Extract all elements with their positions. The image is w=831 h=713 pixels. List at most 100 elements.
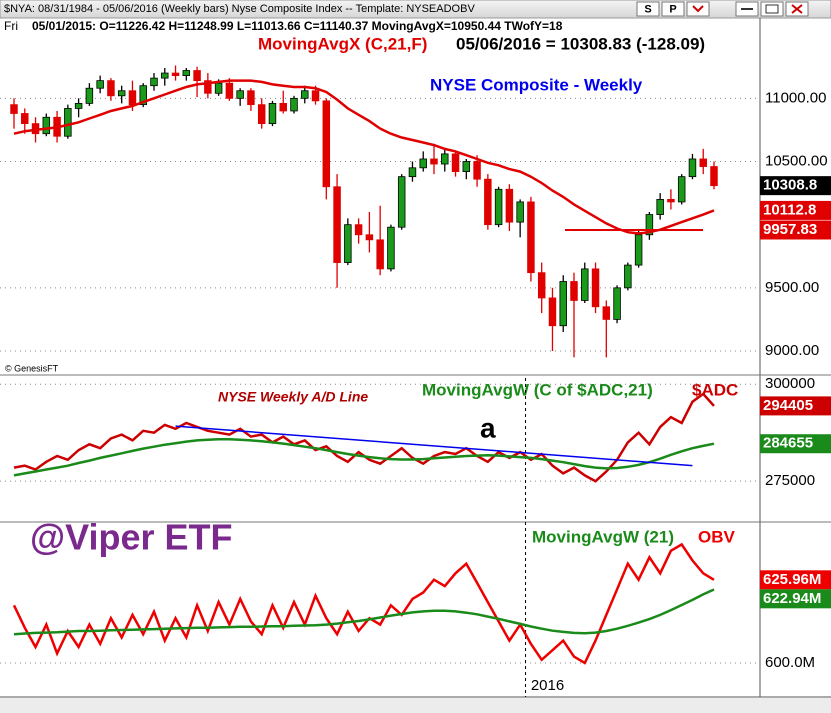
symbol-line: $NYA: 08/31/1984 - 05/06/2016 (Weekly ba… — [4, 3, 475, 15]
series-line — [12, 542, 715, 665]
footer-strip — [0, 698, 831, 713]
y-tick-label: 300000 — [765, 375, 815, 392]
candle-body — [699, 158, 707, 167]
candle-body — [85, 87, 94, 104]
candle-body — [688, 158, 697, 178]
value-badge — [760, 434, 831, 454]
candle-body — [21, 113, 29, 124]
candle-body — [677, 176, 686, 203]
candle-body — [451, 153, 460, 173]
candle-body — [548, 297, 557, 327]
candle-body — [591, 268, 600, 308]
candle-body — [559, 281, 567, 327]
y-tick-label: 9500.00 — [765, 279, 819, 296]
toolbar-button[interactable] — [661, 1, 685, 17]
candle-body — [10, 104, 18, 114]
obv-legend: OBV — [698, 527, 736, 546]
candle-body — [290, 97, 298, 112]
annotation: a — [480, 412, 496, 443]
candle-body — [365, 234, 374, 241]
candle-body — [333, 186, 341, 263]
candle-body — [354, 224, 363, 236]
candle-body — [301, 90, 309, 99]
candle-body — [236, 90, 244, 99]
candle-body — [516, 201, 524, 223]
y-tick-label: 600.0M — [765, 654, 815, 671]
y-tick-label: 11000.00 — [765, 89, 826, 106]
series-line — [13, 588, 715, 636]
toolbar-button[interactable] — [686, 1, 710, 17]
chart-title: NYSE Composite - Weekly — [430, 75, 643, 94]
candle-body — [279, 102, 287, 112]
candle-body — [193, 70, 201, 82]
toolbar-icon — [765, 4, 779, 14]
candle-body — [139, 85, 147, 106]
candle-body — [419, 158, 427, 169]
candle-body — [473, 161, 481, 180]
candle-body — [182, 70, 191, 76]
candle-body — [257, 104, 266, 124]
candle-body — [441, 153, 449, 165]
value-badge — [760, 396, 831, 416]
toolbar-button[interactable] — [760, 1, 784, 17]
watermark: @Viper ETF — [30, 517, 232, 558]
credit: © GenesisFT — [5, 363, 59, 373]
value-badge-label: 284655 — [763, 435, 813, 452]
info-day: Fri — [4, 19, 18, 33]
candle-body — [430, 158, 438, 165]
info-line: 05/01/2015: O=11226.42 H=11248.99 L=1101… — [32, 19, 563, 33]
series-line — [13, 438, 715, 477]
candle-body — [624, 264, 632, 289]
candle-body — [214, 82, 223, 94]
y-tick-label: 275000 — [765, 472, 815, 489]
header-bar — [0, 0, 831, 19]
value-badge-label: 622.94M — [763, 590, 821, 607]
candle-body — [150, 77, 158, 87]
candle-body — [537, 272, 546, 299]
button-label: S — [644, 3, 651, 15]
candle-body — [268, 102, 277, 124]
candle-body — [581, 268, 589, 301]
ad-ma-legend: MovingAvgW (C of $ADC,21) — [422, 380, 653, 399]
candle-body — [397, 176, 406, 228]
candle-body — [602, 306, 611, 320]
candle-body — [171, 72, 180, 76]
button-label: P — [669, 3, 676, 15]
candle-body — [107, 80, 115, 97]
candle-body — [74, 102, 83, 109]
y-tick-label: 9000.00 — [765, 342, 819, 359]
candle-body — [408, 167, 417, 178]
value-badge — [760, 176, 831, 196]
value-badge — [760, 200, 831, 220]
candle-body — [656, 198, 664, 215]
candle-body — [225, 82, 234, 99]
toolbar: S P — [636, 1, 809, 17]
candle-body — [117, 90, 126, 97]
value-badge — [760, 220, 831, 240]
toolbar-button[interactable] — [636, 1, 660, 17]
series-line — [13, 79, 715, 235]
candle-body — [634, 234, 643, 266]
ma-legend: MovingAvgX (C,21,F) — [258, 34, 427, 53]
candle-body — [484, 178, 492, 226]
candle-body — [204, 80, 212, 94]
y-tick-label: 10500.00 — [765, 152, 828, 169]
candle-body — [387, 226, 395, 270]
candle-body — [527, 201, 535, 274]
last-value-label: 05/06/2016 = 10308.83 (-128.09) — [456, 34, 705, 53]
obv-ma-legend: MovingAvgW (21) — [532, 527, 674, 546]
value-badge — [760, 570, 831, 590]
value-badge-label: 10112.8 — [763, 201, 816, 218]
candle-body — [613, 287, 621, 320]
candle-body — [161, 72, 169, 79]
toolbar-icon — [692, 5, 704, 13]
candle-body — [247, 90, 255, 106]
candle-body — [462, 161, 471, 173]
candle-body — [96, 80, 104, 89]
value-badge-label: 625.96M — [763, 571, 821, 588]
value-badge-label: 9957.83 — [763, 221, 817, 238]
candle-body — [505, 188, 514, 223]
candle-body — [710, 166, 718, 187]
candle-body — [128, 90, 137, 106]
